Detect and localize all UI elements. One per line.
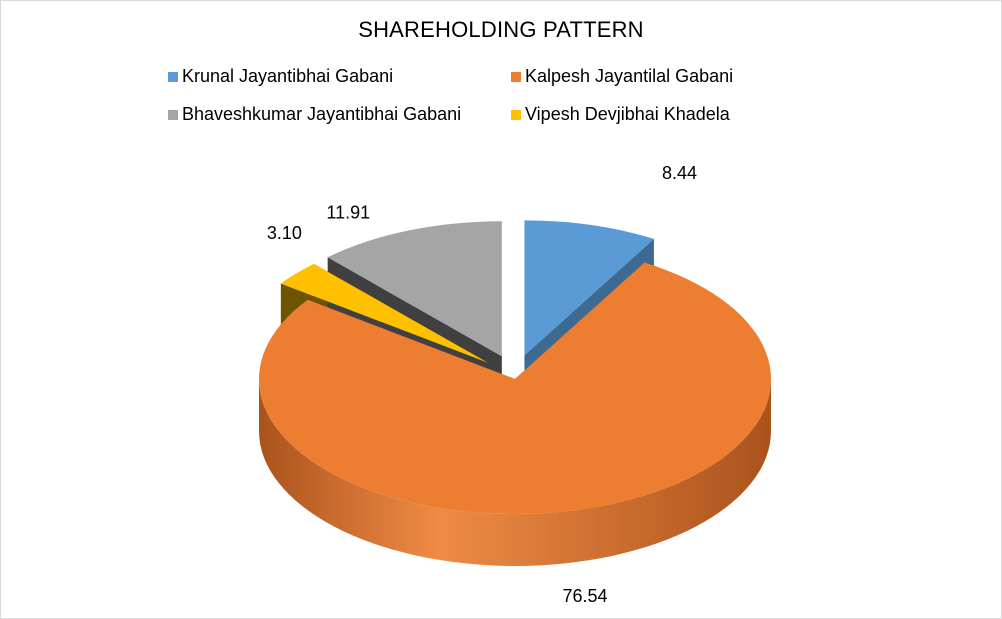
legend-item-bhaveshkumar: Bhaveshkumar Jayantibhai Gabani <box>168 104 461 125</box>
pie-slice-vipesh-devjibhai-khadela <box>280 263 489 363</box>
data-label-kalpesh-jayantilal-gabani: 76.54 <box>562 586 607 606</box>
pie-slice-kalpesh-jayantilal-gabani <box>258 262 771 514</box>
pie-tops <box>258 220 771 514</box>
legend-swatch-vipesh <box>511 109 521 120</box>
legend-item-krunal: Krunal Jayantibhai Gabani <box>168 66 393 87</box>
pie-labels: 8.44 76.54 3.10 11.91 <box>267 163 697 606</box>
legend-label-vipesh: Vipesh Devjibhai Khadela <box>525 104 730 124</box>
legend-swatch-kalpesh <box>511 71 521 82</box>
legend-label-bhaveshkumar: Bhaveshkumar Jayantibhai Gabani <box>182 104 462 124</box>
legend-label-kalpesh: Kalpesh Jayantilal Gabani <box>525 66 734 86</box>
legend-item-vipesh: Vipesh Devjibhai Khadela <box>511 104 730 125</box>
data-label-krunal-jayantibhai-gabani: 8.44 <box>662 163 697 183</box>
pie-slice-krunal-jayantibhai-gabani <box>524 220 654 356</box>
pie-outer-wall-kalpesh-jayantilal-gabani <box>259 379 771 566</box>
legend-swatch-bhaveshkumar <box>168 109 178 120</box>
data-label-vipesh-devjibhai-khadela: 3.10 <box>267 223 302 243</box>
data-label-bhaveshkumar-jayantibhai-gabani: 11.91 <box>326 203 370 223</box>
legend-item-kalpesh: Kalpesh Jayantilal Gabani <box>511 66 733 87</box>
chart-title: SHAREHOLDING PATTERN <box>358 17 644 42</box>
pie-slice-bhaveshkumar-jayantibhai-gabani <box>327 221 502 357</box>
legend-swatch-krunal <box>168 71 178 82</box>
legend-label-krunal: Krunal Jayantibhai Gabani <box>182 66 394 86</box>
